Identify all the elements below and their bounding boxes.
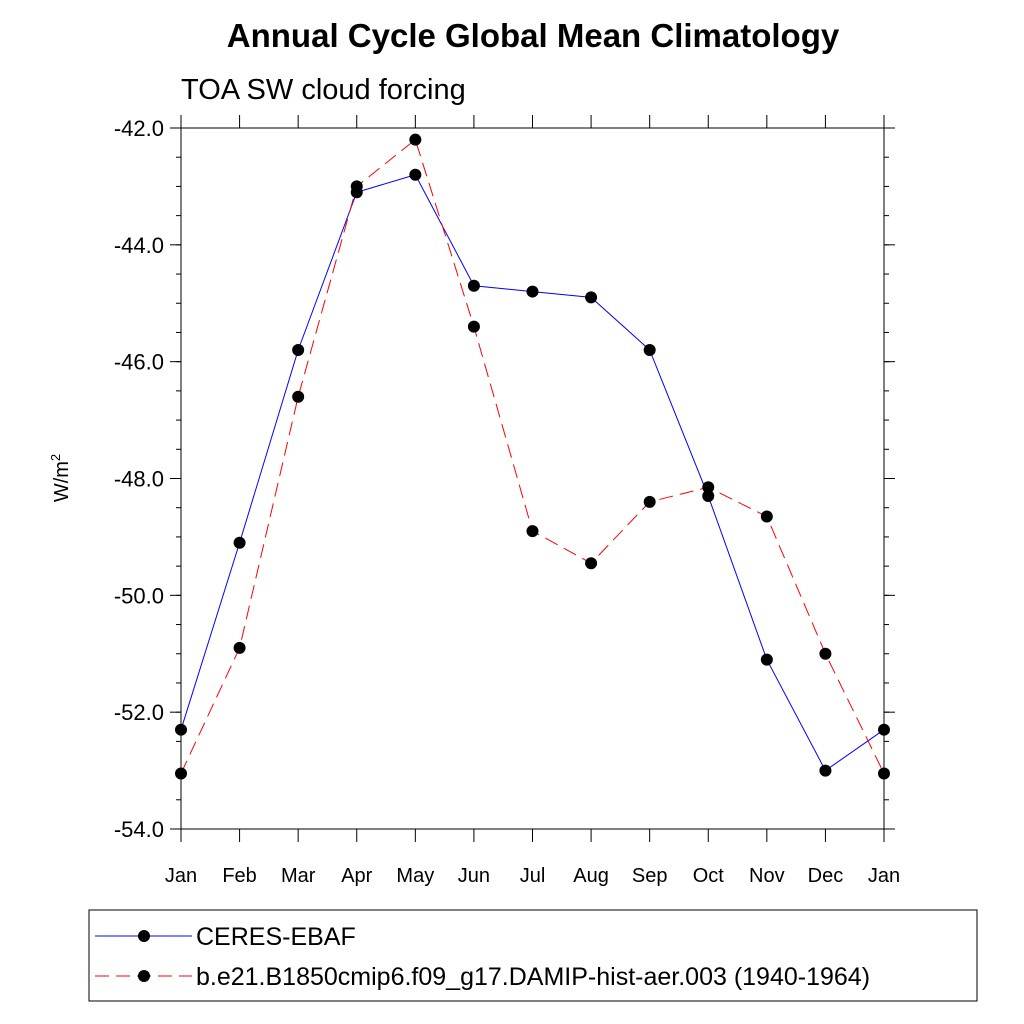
legend-label: b.e21.B1850cmip6.f09_g17.DAMIP-hist-aer.… <box>196 963 870 991</box>
data-point <box>175 723 187 736</box>
series-line <box>180 174 885 772</box>
chart-title: Annual Cycle Global Mean Climatology <box>227 17 840 54</box>
data-point <box>878 767 890 780</box>
legend-label: CERES-EBAF <box>196 923 356 951</box>
chart-subtitle: TOA SW cloud forcing <box>181 74 466 106</box>
legend-box <box>88 909 978 1002</box>
x-tick-label: Jun <box>458 865 490 887</box>
data-point <box>702 481 715 494</box>
data-point <box>292 390 305 403</box>
x-tick-label: Jan <box>165 865 197 887</box>
data-point <box>819 764 832 777</box>
data-point <box>585 557 598 570</box>
x-tick-label: Apr <box>341 865 372 887</box>
series-2 <box>175 133 890 780</box>
y-axis-label-unit: W/m <box>51 461 73 502</box>
x-tick-labels: Jan Feb Mar Apr May Jun Jul Aug Sep Oct Nov Dec Jan <box>165 865 900 887</box>
x-tick-label: Jul <box>520 865 546 887</box>
x-tick-label: Aug <box>573 865 609 887</box>
y-tick-label: -52.0 <box>114 700 164 725</box>
data-point <box>175 767 187 780</box>
data-point <box>585 291 598 304</box>
data-point <box>350 180 363 193</box>
data-point <box>760 510 773 523</box>
legend-marker <box>138 970 150 982</box>
data-point <box>526 285 539 298</box>
x-tick-label: Dec <box>808 865 844 887</box>
data-point <box>233 641 246 654</box>
y-axis-label-exponent: 2 <box>48 454 63 461</box>
x-tick-label: Oct <box>693 865 725 887</box>
data-point <box>467 279 480 292</box>
y-tick-labels: -54.0 -52.0 -50.0 -48.0 -46.0 -44.0 -42.0 <box>114 116 164 842</box>
y-tick-label: -46.0 <box>114 350 164 375</box>
y-tick-label: -48.0 <box>114 467 164 492</box>
data-point <box>643 495 656 508</box>
x-tick-label: Feb <box>222 865 256 887</box>
series-1 <box>175 168 890 777</box>
data-point <box>760 653 773 666</box>
x-tick-label: Mar <box>281 865 316 887</box>
y-axis-label: W/m2 <box>48 454 73 502</box>
data-point <box>819 647 832 660</box>
x-tick-label: May <box>396 865 434 887</box>
y-tick-label: -50.0 <box>114 583 164 608</box>
plot-frame <box>180 127 885 830</box>
y-tick-label: -54.0 <box>114 817 164 842</box>
data-series <box>175 133 890 780</box>
data-point <box>467 320 480 333</box>
y-tick-label: -42.0 <box>114 116 164 141</box>
data-point <box>526 525 539 538</box>
y-tick-label: -44.0 <box>114 233 164 258</box>
legend-marker <box>138 930 150 942</box>
data-point <box>409 168 422 181</box>
data-point <box>702 490 715 503</box>
data-point <box>233 536 246 549</box>
data-point <box>409 133 422 146</box>
data-point <box>292 343 305 356</box>
series-line <box>180 138 885 774</box>
data-point <box>878 723 890 736</box>
data-point <box>643 343 656 356</box>
legend: CERES-EBAF b.e21.B1850cmip6.f09_g17.DAMIP… <box>95 923 870 991</box>
axis-ticks <box>170 115 895 842</box>
x-tick-label: Jan <box>868 865 900 887</box>
x-tick-label: Nov <box>749 865 785 887</box>
x-tick-label: Sep <box>632 865 668 887</box>
